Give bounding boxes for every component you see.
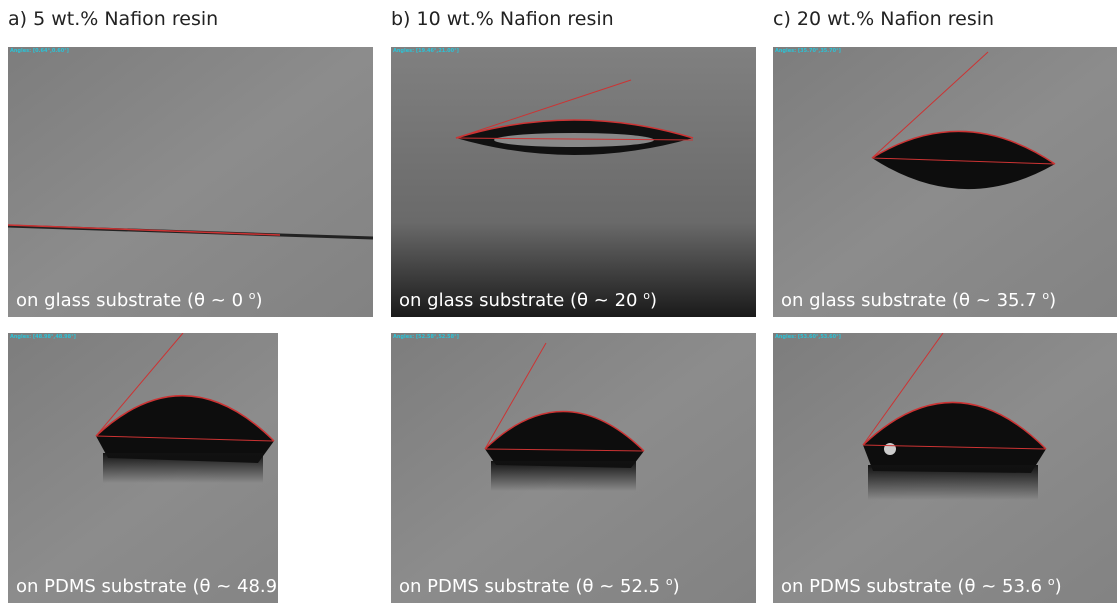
angle-readout: Angles: [48.98°,48.98°] <box>10 334 76 340</box>
column-title: a) 5 wt.% Nafion resin <box>8 8 218 30</box>
photo: Angles: [35.70°,35.70°] on glass substra… <box>773 47 1117 317</box>
photo: Angles: [19.46°,21.00°] on glass substra… <box>391 47 756 317</box>
caption-part: on PDMS substrate (θ ~ 48.9 <box>16 576 277 597</box>
caption: on PDMS substrate (θ ~ 52.5 o) <box>399 575 680 597</box>
photo-image <box>773 333 1117 603</box>
photo-image <box>773 47 1117 317</box>
caption-part: ) <box>290 576 297 597</box>
caption-part: ) <box>650 290 657 311</box>
angle-readout: Angles: [0.64°,0.60°] <box>10 48 69 54</box>
figure: a) 5 wt.% Nafion resin b) 10 wt.% Nafion… <box>0 0 1117 601</box>
caption-part: on PDMS substrate (θ ~ 52.5 <box>399 576 660 597</box>
caption-part: ) <box>1055 576 1062 597</box>
caption: on glass substrate (θ ~ 20 o) <box>399 289 657 311</box>
caption-part: o <box>1048 575 1055 588</box>
caption-part: ) <box>673 576 680 597</box>
photo-image <box>391 47 756 317</box>
caption-part: o <box>283 575 290 588</box>
angle-readout: Angles: [35.70°,35.70°] <box>775 48 841 54</box>
caption-part: on glass substrate (θ ~ 20 <box>399 290 637 311</box>
caption-part: on glass substrate (θ ~ 35.7 <box>781 290 1037 311</box>
photo: Angles: [53.60°,53.60°] on PDMS substrat… <box>773 333 1117 603</box>
angle-readout: Angles: [19.46°,21.00°] <box>393 48 459 54</box>
photo-image <box>8 333 278 603</box>
caption-part: o <box>666 575 673 588</box>
caption-part: o <box>643 289 650 302</box>
photo: Angles: [0.64°,0.60°] on glass substrate… <box>8 47 373 317</box>
caption: on glass substrate (θ ~ 35.7 o) <box>781 289 1056 311</box>
caption-part: on glass substrate (θ ~ 0 <box>16 290 243 311</box>
column-title: b) 10 wt.% Nafion resin <box>391 8 614 30</box>
caption: on PDMS substrate (θ ~ 53.6 o) <box>781 575 1062 597</box>
column-title: c) 20 wt.% Nafion resin <box>773 8 994 30</box>
caption-part: ) <box>1049 290 1056 311</box>
caption-part: ) <box>256 290 263 311</box>
caption-part: on PDMS substrate (θ ~ 53.6 <box>781 576 1042 597</box>
photo: Angles: [48.98°,48.98°] on PDMS substrat… <box>8 333 373 603</box>
photo-image <box>8 47 373 317</box>
angle-readout: Angles: [52.58°,52.58°] <box>393 334 459 340</box>
photo: Angles: [52.58°,52.58°] on PDMS substrat… <box>391 333 756 603</box>
caption-part: o <box>249 289 256 302</box>
caption: on PDMS substrate (θ ~ 48.9 o) <box>16 575 297 597</box>
photo-image <box>391 333 756 603</box>
caption: on glass substrate (θ ~ 0 o) <box>16 289 263 311</box>
angle-readout: Angles: [53.60°,53.60°] <box>775 334 841 340</box>
